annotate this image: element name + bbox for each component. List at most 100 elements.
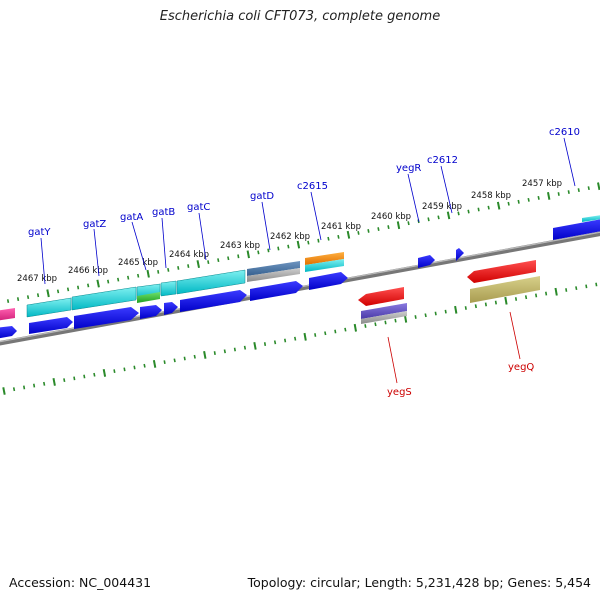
minor-tick bbox=[33, 383, 36, 388]
scale-label: 2460 kbp bbox=[371, 212, 411, 222]
minor-tick bbox=[557, 192, 560, 196]
minor-tick bbox=[167, 267, 170, 272]
minor-tick bbox=[307, 240, 310, 245]
gene-arrow bbox=[309, 272, 348, 290]
minor-tick bbox=[163, 360, 166, 365]
scale-label: 2464 kbp bbox=[169, 250, 209, 260]
major-tick bbox=[496, 201, 501, 210]
gene-block-gatB bbox=[160, 280, 177, 297]
minor-tick bbox=[334, 329, 337, 334]
major-tick bbox=[52, 378, 56, 386]
gene-block-yegS-purple bbox=[361, 303, 407, 319]
major-tick bbox=[253, 342, 257, 350]
minor-tick bbox=[213, 351, 216, 356]
scale-label: 2458 kbp bbox=[471, 191, 511, 201]
major-tick bbox=[446, 211, 451, 220]
minor-tick bbox=[377, 227, 380, 231]
major-tick bbox=[102, 369, 107, 377]
minor-tick bbox=[137, 273, 140, 278]
minor-tick bbox=[12, 387, 16, 392]
minor-tick bbox=[173, 358, 176, 363]
gene-block-gatY bbox=[26, 297, 72, 318]
minor-tick bbox=[273, 340, 277, 345]
minor-tick bbox=[407, 221, 410, 226]
minor-tick bbox=[123, 367, 126, 372]
major-tick bbox=[196, 260, 200, 268]
outer-scale-ticks bbox=[6, 182, 600, 303]
minor-tick bbox=[177, 266, 180, 270]
major-tick bbox=[2, 387, 6, 395]
minor-tick bbox=[575, 286, 578, 291]
major-tick bbox=[454, 305, 458, 314]
minor-tick bbox=[117, 277, 120, 282]
minor-tick bbox=[77, 285, 80, 290]
gene-block-gatA-green bbox=[137, 292, 160, 303]
minor-tick bbox=[267, 248, 270, 253]
minor-tick bbox=[87, 283, 90, 288]
gene-label-gatY: gatY bbox=[28, 227, 51, 238]
minor-tick bbox=[287, 244, 290, 249]
minor-tick bbox=[16, 297, 20, 302]
major-tick bbox=[547, 192, 551, 200]
minor-tick bbox=[284, 338, 287, 343]
map-title: Escherichia coli CFT073, complete genome bbox=[159, 9, 441, 24]
minor-tick bbox=[565, 288, 568, 292]
gene-arrow bbox=[250, 281, 303, 301]
minor-tick bbox=[524, 295, 528, 300]
major-tick bbox=[246, 250, 250, 259]
minor-tick bbox=[357, 231, 360, 235]
gene-arrow bbox=[456, 248, 464, 261]
gene-label-c2612: c2612 bbox=[427, 155, 458, 166]
minor-tick bbox=[193, 354, 196, 359]
major-tick bbox=[296, 240, 301, 249]
forward-gene-labels: gatY gatZ gatA gatB gatC gatD c2615 yegR… bbox=[28, 127, 580, 285]
minor-tick bbox=[595, 282, 598, 287]
minor-tick bbox=[73, 376, 76, 381]
minor-tick bbox=[127, 275, 130, 280]
gene-label-gatC: gatC bbox=[187, 202, 210, 213]
minor-tick bbox=[384, 320, 387, 325]
gene-block-yegS-grey bbox=[361, 311, 407, 324]
gene-label-yegS: yegS bbox=[387, 387, 412, 398]
gene-label-gatA: gatA bbox=[120, 212, 143, 223]
minor-tick bbox=[424, 313, 427, 318]
minor-tick bbox=[585, 284, 588, 289]
minor-tick bbox=[364, 324, 367, 328]
gene-block-yegQ-khaki bbox=[470, 276, 540, 303]
minor-tick bbox=[427, 217, 430, 222]
minor-tick bbox=[394, 318, 397, 323]
minor-tick bbox=[113, 369, 116, 374]
major-tick bbox=[504, 296, 508, 305]
minor-tick bbox=[387, 225, 390, 230]
minor-tick bbox=[107, 279, 110, 284]
minor-tick bbox=[217, 258, 220, 263]
gene-arrow bbox=[164, 302, 178, 315]
minor-tick bbox=[484, 302, 487, 307]
minor-tick bbox=[344, 327, 347, 332]
scale-label: 2462 kbp bbox=[270, 232, 310, 242]
reverse-gene-labels: yegS yegQ bbox=[387, 311, 534, 398]
scale-label: 2461 kbp bbox=[321, 222, 361, 232]
minor-tick bbox=[83, 374, 86, 379]
minor-tick bbox=[535, 293, 538, 298]
topology-text: Topology: circular; Length: 5,231,428 bp… bbox=[247, 575, 591, 590]
gene-label-c2610: c2610 bbox=[549, 127, 580, 138]
minor-tick bbox=[457, 211, 460, 216]
scale-label: 2463 kbp bbox=[220, 241, 260, 251]
minor-tick bbox=[494, 300, 497, 305]
major-tick bbox=[46, 289, 50, 298]
minor-tick bbox=[63, 378, 66, 383]
inner-scale-ticks bbox=[2, 282, 598, 395]
gene-arrow bbox=[180, 290, 247, 312]
gene-block-c2615-orange bbox=[305, 252, 344, 265]
minor-tick bbox=[414, 315, 417, 319]
accession-text: Accession: NC_004431 bbox=[9, 575, 152, 590]
minor-tick bbox=[233, 347, 236, 352]
major-tick bbox=[96, 279, 100, 288]
minor-tick bbox=[143, 363, 146, 368]
scale-labels: 2467 kbp 2466 kbp 2465 kbp 2464 kbp 2463… bbox=[17, 179, 562, 284]
minor-tick bbox=[227, 256, 230, 261]
minor-tick bbox=[93, 372, 96, 377]
minor-tick bbox=[237, 254, 240, 259]
minor-tick bbox=[587, 186, 590, 191]
